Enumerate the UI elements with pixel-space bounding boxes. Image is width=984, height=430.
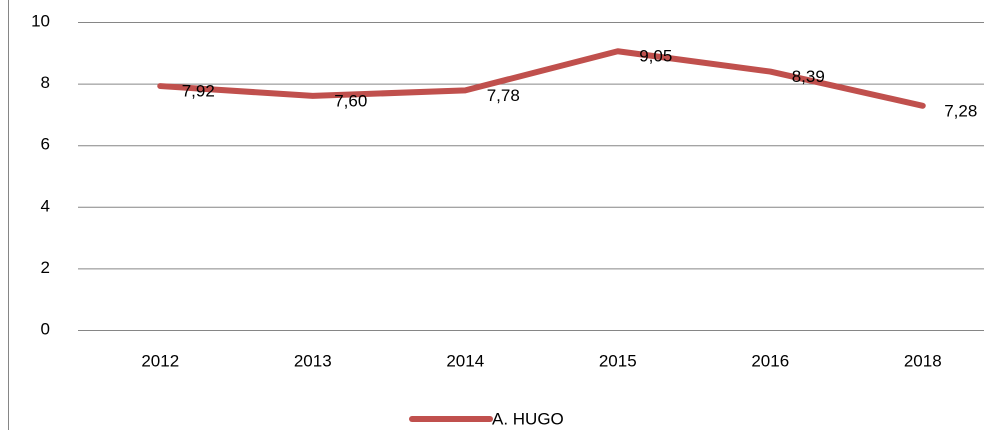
data-label: 7,92: [182, 82, 215, 101]
x-tick-label: 2013: [294, 351, 332, 370]
x-tick-label: 2014: [446, 351, 484, 370]
data-line: [157, 48, 926, 109]
y-tick-label: 10: [31, 11, 50, 30]
data-label: 8,39: [792, 67, 825, 86]
x-tick-label: 2016: [751, 351, 789, 370]
y-tick-label: 6: [41, 135, 50, 154]
data-label: 7,28: [944, 101, 977, 120]
data-label: 9,05: [639, 47, 672, 66]
data-label: 7,60: [334, 91, 367, 110]
y-tick-label: 2: [41, 258, 50, 277]
x-tick-label: 2012: [141, 351, 179, 370]
x-tick-label: 2018: [904, 351, 942, 370]
legend-label: A. HUGO: [492, 409, 564, 428]
y-tick-label: 8: [41, 73, 50, 92]
x-tick-label: 2015: [599, 351, 637, 370]
data-label: 7,78: [487, 86, 520, 105]
y-tick-label: 4: [41, 196, 50, 215]
y-tick-label: 0: [41, 319, 50, 338]
